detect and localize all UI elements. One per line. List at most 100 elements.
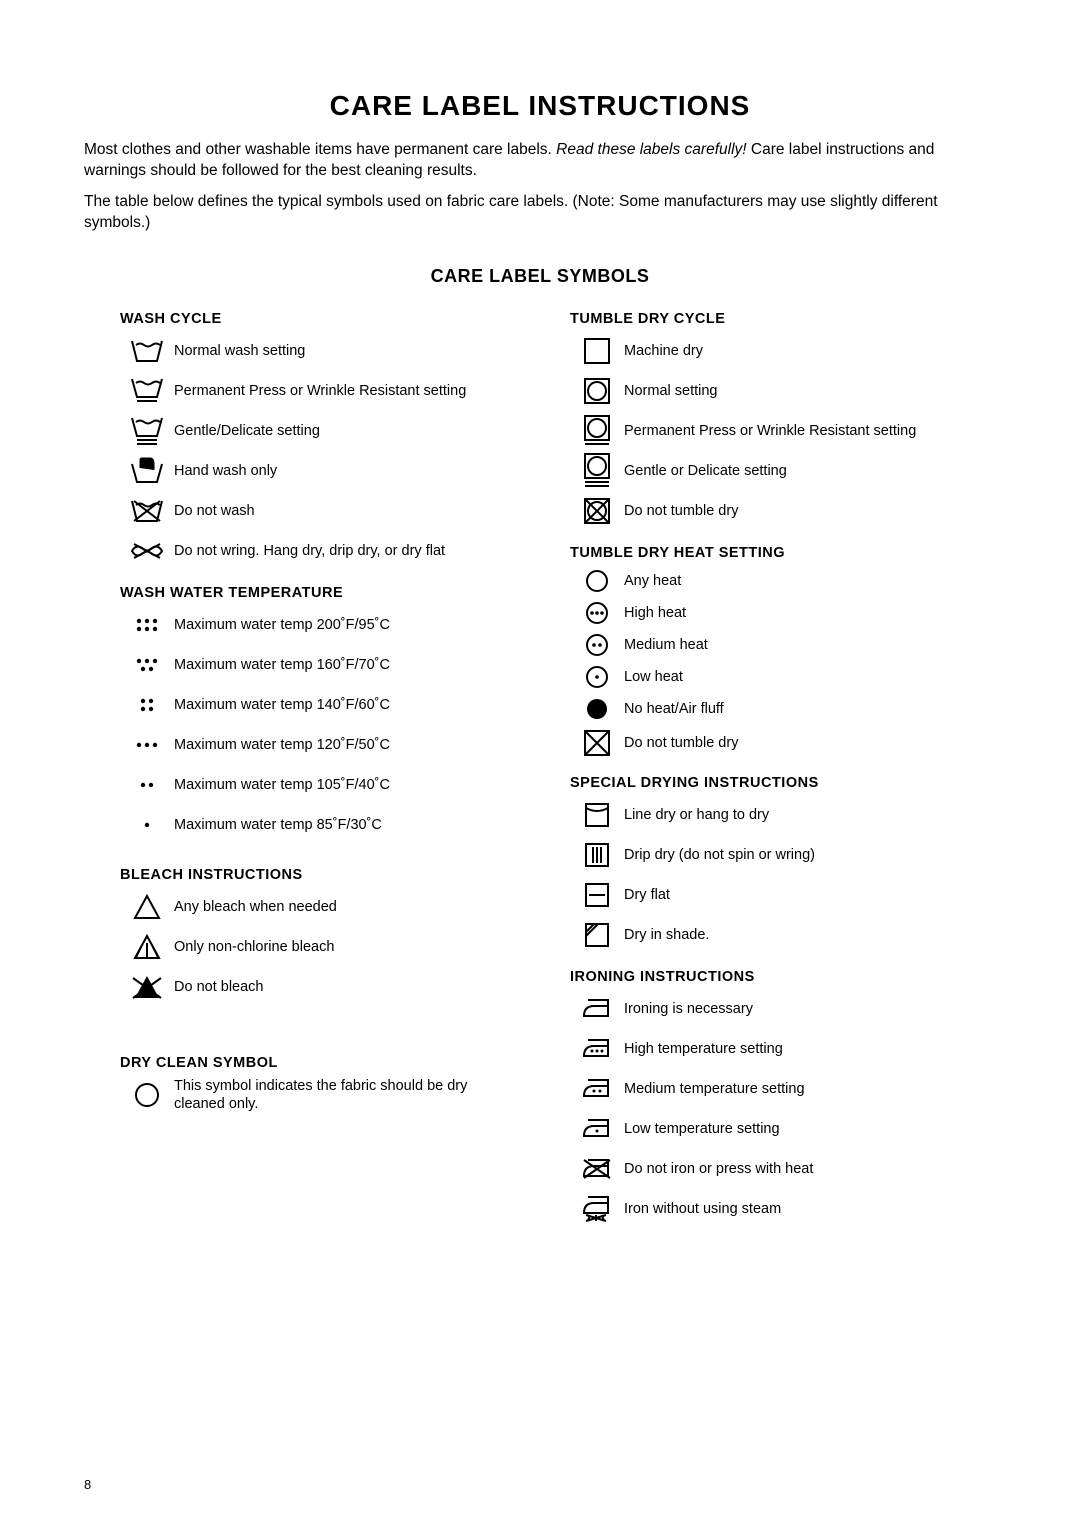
tumble-row-normal: Normal setting bbox=[570, 371, 960, 411]
ironing-head: IRONING INSTRUCTIONS bbox=[570, 969, 960, 985]
wash-donotwring-icon bbox=[120, 540, 174, 562]
heat-donot-icon bbox=[570, 728, 624, 758]
temp-200-label: Maximum water temp 200˚F/95˚C bbox=[174, 614, 510, 636]
wash-row-gentle: Gentle/Delicate setting bbox=[120, 411, 510, 451]
wash-normal-icon bbox=[120, 337, 174, 365]
symbol-columns: WASH CYCLE Normal wash setting Permanent… bbox=[84, 297, 996, 1229]
temp-140-label: Maximum water temp 140˚F/60˚C bbox=[174, 694, 510, 716]
wash-donotwash-icon bbox=[120, 497, 174, 525]
right-column: TUMBLE DRY CYCLE Machine dry Normal sett… bbox=[570, 297, 960, 1229]
temp-row-85: Maximum water temp 85˚F/30˚C bbox=[120, 805, 510, 845]
heat-noheat-label: No heat/Air fluff bbox=[624, 698, 960, 720]
bleach-any-icon bbox=[120, 893, 174, 921]
wash-donotwring-label: Do not wring. Hang dry, drip dry, or dry… bbox=[174, 540, 510, 562]
dryclean-head: DRY CLEAN SYMBOL bbox=[120, 1055, 510, 1071]
iron-low-label: Low temperature setting bbox=[624, 1118, 960, 1140]
tumble-gentle-label: Gentle or Delicate setting bbox=[624, 460, 960, 482]
temp-105-icon bbox=[120, 780, 174, 790]
wash-cycle-head: WASH CYCLE bbox=[120, 311, 510, 327]
bleach-any-label: Any bleach when needed bbox=[174, 896, 510, 918]
special-drip-label: Drip dry (do not spin or wring) bbox=[624, 844, 960, 866]
temp-row-105: Maximum water temp 105˚F/40˚C bbox=[120, 765, 510, 805]
special-line-icon bbox=[570, 800, 624, 830]
heat-medium-icon bbox=[570, 632, 624, 658]
left-column: WASH CYCLE Normal wash setting Permanent… bbox=[120, 297, 510, 1229]
special-shade-label: Dry in shade. bbox=[624, 924, 960, 946]
bleach-row-nonchlorine: Only non-chlorine bleach bbox=[120, 927, 510, 967]
page-title: CARE LABEL INSTRUCTIONS bbox=[84, 90, 996, 122]
intro-text-1b: Read these labels carefully! bbox=[556, 141, 746, 158]
dryclean-row: This symbol indicates the fabric should … bbox=[120, 1075, 510, 1115]
tumble-machine-label: Machine dry bbox=[624, 340, 960, 362]
wash-handwash-label: Hand wash only bbox=[174, 460, 510, 482]
bleach-donot-icon bbox=[120, 973, 174, 1001]
heat-row-donot: Do not tumble dry bbox=[570, 725, 960, 761]
iron-row-nosteam: Iron without using steam bbox=[570, 1189, 960, 1229]
special-row-drip: Drip dry (do not spin or wring) bbox=[570, 835, 960, 875]
wash-gentle-label: Gentle/Delicate setting bbox=[174, 420, 510, 442]
iron-row-medium: Medium temperature setting bbox=[570, 1069, 960, 1109]
iron-high-icon bbox=[570, 1036, 624, 1062]
tumble-row-gentle: Gentle or Delicate setting bbox=[570, 451, 960, 491]
iron-row-necessary: Ironing is necessary bbox=[570, 989, 960, 1029]
temp-85-label: Maximum water temp 85˚F/30˚C bbox=[174, 814, 510, 836]
tumble-gentle-icon bbox=[570, 451, 624, 491]
heat-row-medium: Medium heat bbox=[570, 629, 960, 661]
special-row-flat: Dry flat bbox=[570, 875, 960, 915]
wash-row-permpress: Permanent Press or Wrinkle Resistant set… bbox=[120, 371, 510, 411]
temp-160-icon bbox=[120, 656, 174, 674]
iron-nosteam-label: Iron without using steam bbox=[624, 1198, 960, 1220]
temp-row-200: Maximum water temp 200˚F/95˚C bbox=[120, 605, 510, 645]
heat-row-low: Low heat bbox=[570, 661, 960, 693]
temp-row-160: Maximum water temp 160˚F/70˚C bbox=[120, 645, 510, 685]
wash-gentle-icon bbox=[120, 414, 174, 448]
special-row-shade: Dry in shade. bbox=[570, 915, 960, 955]
special-flat-icon bbox=[570, 880, 624, 910]
heat-medium-label: Medium heat bbox=[624, 634, 960, 656]
wash-row-donotwring: Do not wring. Hang dry, drip dry, or dry… bbox=[120, 531, 510, 571]
tumble-cycle-head: TUMBLE DRY CYCLE bbox=[570, 311, 960, 327]
heat-any-icon bbox=[570, 568, 624, 594]
iron-nosteam-icon bbox=[570, 1193, 624, 1225]
special-shade-icon bbox=[570, 920, 624, 950]
heat-row-noheat: No heat/Air fluff bbox=[570, 693, 960, 725]
dryclean-label: This symbol indicates the fabric should … bbox=[174, 1075, 510, 1115]
tumble-donot-icon bbox=[570, 496, 624, 526]
temp-120-label: Maximum water temp 120˚F/50˚C bbox=[174, 734, 510, 756]
iron-donot-icon bbox=[570, 1156, 624, 1182]
wash-row-normal: Normal wash setting bbox=[120, 331, 510, 371]
tumble-permpress-icon bbox=[570, 413, 624, 449]
heat-any-label: Any heat bbox=[624, 570, 960, 592]
bleach-nonchlorine-label: Only non-chlorine bleach bbox=[174, 936, 510, 958]
heat-noheat-icon bbox=[570, 696, 624, 722]
tumble-permpress-label: Permanent Press or Wrinkle Resistant set… bbox=[624, 420, 960, 442]
bleach-row-any: Any bleach when needed bbox=[120, 887, 510, 927]
heat-high-icon bbox=[570, 600, 624, 626]
dryclean-icon bbox=[120, 1081, 174, 1109]
bleach-donot-label: Do not bleach bbox=[174, 976, 510, 998]
tumble-heat-head: TUMBLE DRY HEAT SETTING bbox=[570, 545, 960, 561]
temp-105-label: Maximum water temp 105˚F/40˚C bbox=[174, 774, 510, 796]
wash-row-donotwash: Do not wash bbox=[120, 491, 510, 531]
iron-necessary-icon bbox=[570, 996, 624, 1022]
temp-120-icon bbox=[120, 740, 174, 750]
special-line-label: Line dry or hang to dry bbox=[624, 804, 960, 826]
intro-paragraph-2: The table below defines the typical symb… bbox=[84, 192, 996, 234]
bleach-row-donot: Do not bleach bbox=[120, 967, 510, 1007]
heat-row-high: High heat bbox=[570, 597, 960, 629]
heat-row-any: Any heat bbox=[570, 565, 960, 597]
wash-donotwash-label: Do not wash bbox=[174, 500, 510, 522]
iron-donot-label: Do not iron or press with heat bbox=[624, 1158, 960, 1180]
tumble-donot-label: Do not tumble dry bbox=[624, 500, 960, 522]
wash-handwash-icon bbox=[120, 456, 174, 486]
tumble-machine-icon bbox=[570, 336, 624, 366]
iron-low-icon bbox=[570, 1116, 624, 1142]
iron-row-high: High temperature setting bbox=[570, 1029, 960, 1069]
wash-permpress-label: Permanent Press or Wrinkle Resistant set… bbox=[174, 380, 510, 402]
heat-donot-label: Do not tumble dry bbox=[624, 732, 960, 754]
tumble-normal-icon bbox=[570, 376, 624, 406]
intro-text-1a: Most clothes and other washable items ha… bbox=[84, 141, 556, 158]
special-dry-head: SPECIAL DRYING INSTRUCTIONS bbox=[570, 775, 960, 791]
bleach-head: BLEACH INSTRUCTIONS bbox=[120, 867, 510, 883]
tumble-normal-label: Normal setting bbox=[624, 380, 960, 402]
